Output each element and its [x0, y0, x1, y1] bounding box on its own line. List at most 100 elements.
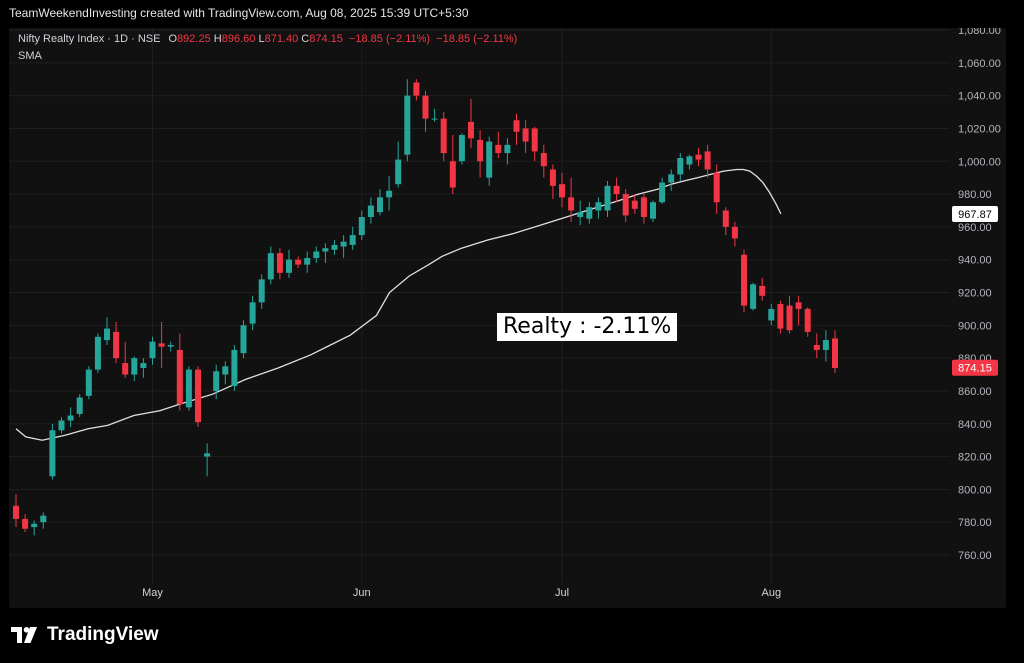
candle-body [122, 363, 129, 375]
legend-open-value: 892.25 [177, 33, 211, 45]
indicator-label-sma[interactable]: SMA [18, 50, 42, 62]
candle-body [832, 338, 838, 368]
candle-body [195, 369, 201, 423]
candle [358, 210, 365, 240]
candle-body [231, 349, 238, 387]
legend-change: −18.85 (−2.11%) [348, 33, 431, 45]
candle [695, 148, 702, 167]
candle [604, 180, 611, 218]
price-tag-label: 967.87 [958, 209, 992, 221]
candle-body [768, 308, 775, 321]
candle-body [640, 197, 647, 218]
candle-body [559, 184, 565, 198]
candle-body [504, 144, 511, 154]
candle [468, 98, 474, 149]
candle-body [568, 197, 575, 211]
legend-high-value: 896.60 [221, 33, 256, 45]
footer-bar [0, 608, 1024, 663]
y-tick-label: 1,020.00 [958, 123, 1001, 135]
candle-body [468, 121, 474, 139]
candle-body [140, 363, 147, 368]
ohlc-legend[interactable]: Nifty Realty Index · 1D · NSE O892.25 H8… [18, 33, 517, 45]
candle-body [413, 82, 420, 96]
candle-body [650, 202, 656, 219]
y-tick-label: 780.00 [958, 517, 992, 529]
candle [94, 333, 101, 373]
candle-body [540, 153, 547, 167]
candle-body [94, 336, 101, 370]
candle [777, 300, 784, 334]
candle [786, 295, 793, 334]
candle-body [367, 205, 374, 218]
candle [176, 333, 183, 411]
candle-body [431, 118, 438, 120]
candle-body [613, 185, 620, 195]
x-tick-label: Jul [555, 587, 569, 599]
candle [622, 189, 629, 222]
candle-body [304, 258, 311, 265]
candle-body [477, 139, 484, 162]
candle-body [777, 303, 784, 329]
y-tick-label: 900.00 [958, 320, 992, 332]
candle-body [631, 200, 638, 209]
candle [231, 345, 238, 391]
candle-body [49, 430, 56, 477]
candle [522, 120, 529, 154]
candle [832, 330, 838, 373]
sma-layer [15, 168, 782, 441]
candle [540, 144, 547, 178]
x-tick-label: Aug [762, 587, 782, 599]
candle-body [759, 285, 766, 296]
candle [140, 358, 147, 378]
candle-body [513, 120, 520, 132]
candle [76, 394, 83, 418]
candle-body [713, 172, 720, 203]
candle [495, 131, 502, 158]
candle [185, 366, 192, 411]
candle [31, 520, 38, 536]
candle [395, 141, 402, 188]
candle [640, 194, 647, 224]
y-tick-label: 1,080.00 [958, 28, 1001, 37]
candle [222, 361, 229, 385]
candle-body [786, 305, 793, 331]
candle-body [295, 259, 302, 265]
candle [513, 113, 520, 145]
candle-body [313, 251, 320, 259]
candle [413, 79, 420, 101]
candle [750, 282, 757, 311]
candle-body [213, 371, 220, 391]
candle [713, 164, 720, 214]
candle-body [449, 161, 456, 188]
y-tick-label: 820.00 [958, 452, 992, 464]
candle [322, 243, 329, 263]
candle-body [185, 369, 192, 408]
candle [122, 341, 129, 378]
candle-body [13, 505, 19, 519]
candle-body [76, 397, 83, 414]
candle-body [813, 345, 820, 350]
candle [813, 333, 820, 359]
chart-panel[interactable]: 1,080.00 1,060.00 1,040.00 1,020.00 1,000.00… [9, 28, 1006, 608]
y-tick-label: 760.00 [958, 550, 992, 562]
candle-body [722, 210, 729, 227]
y-tick-label: 960.00 [958, 222, 992, 234]
candle-body [131, 358, 138, 375]
legend-close-label: C [301, 33, 310, 45]
candle [631, 194, 638, 214]
candle [722, 207, 729, 236]
y-tick-label: 940.00 [958, 255, 992, 267]
candle [577, 200, 584, 226]
candle-body [267, 253, 274, 280]
candle [340, 235, 347, 259]
legend-high-label: H [213, 33, 222, 45]
candle [613, 177, 620, 203]
candle-body [58, 420, 65, 431]
candle [49, 423, 56, 480]
candle [13, 494, 19, 528]
candlestick-chart[interactable]: 1,080.00 1,060.00 1,040.00 1,020.00 1,000.00… [9, 28, 1006, 608]
candle-body [486, 141, 493, 178]
candle [741, 249, 747, 313]
header-attribution: TeamWeekendInvesting created with Tradin… [9, 6, 469, 20]
price-axis: 1,080.00 1,060.00 1,040.00 1,020.00 1,000.00… [958, 28, 1001, 562]
